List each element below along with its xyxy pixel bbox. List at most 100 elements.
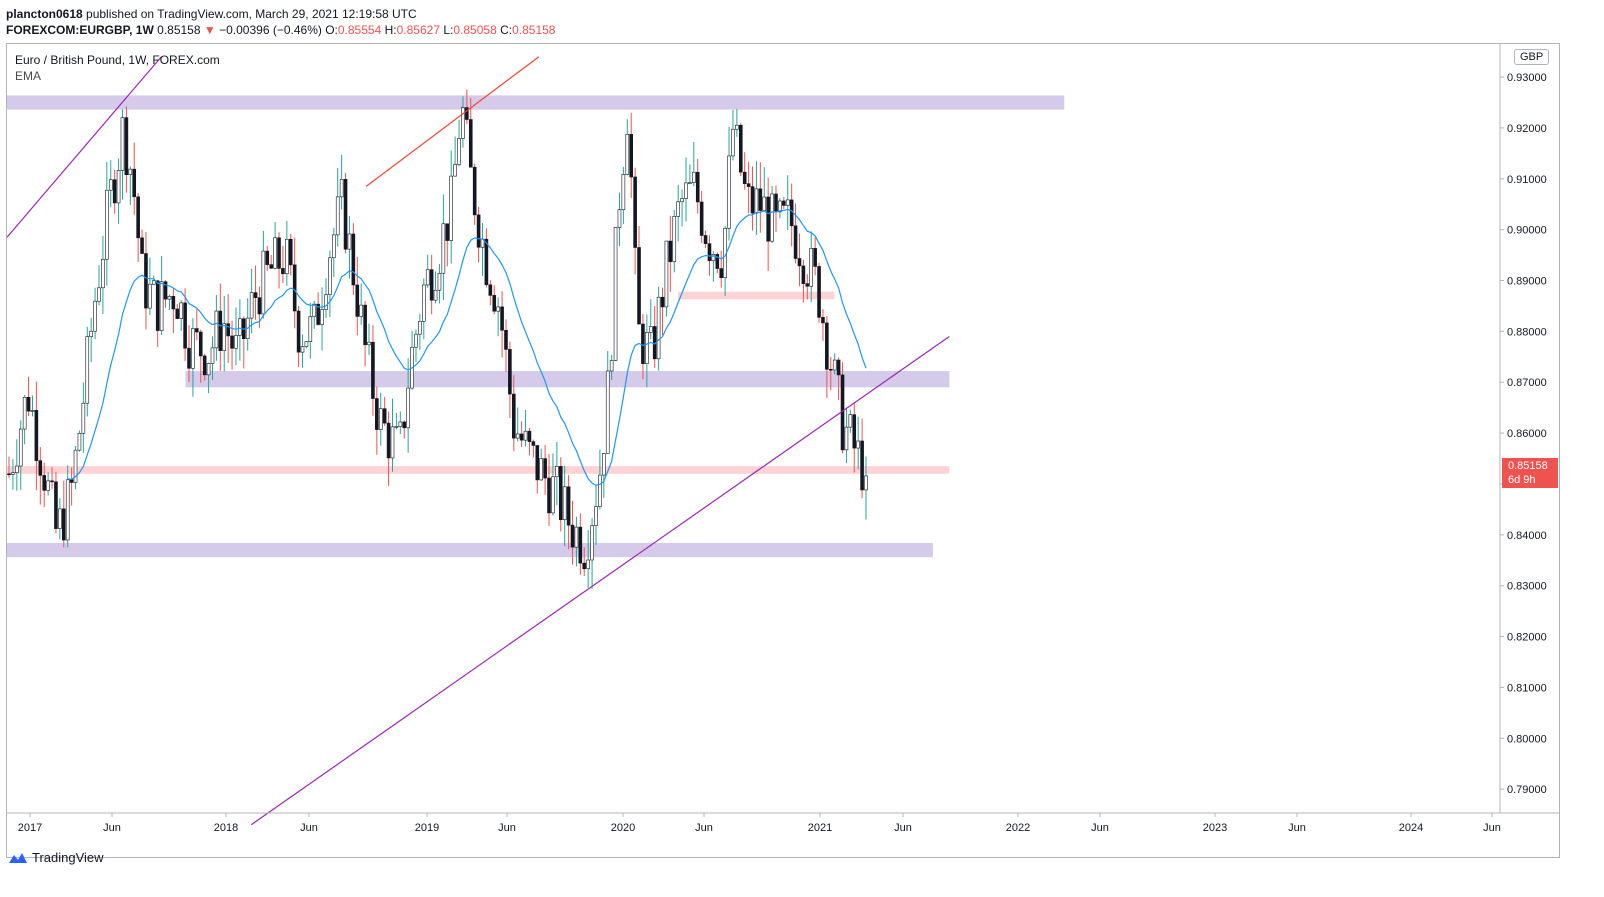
- candle-body: [375, 398, 379, 430]
- candle-body: [167, 296, 172, 300]
- candle-body: [406, 387, 410, 429]
- candle-body: [132, 168, 137, 198]
- candle-body: [590, 525, 594, 561]
- footer-brand[interactable]: TradingView: [8, 850, 104, 865]
- candle-body: [304, 341, 309, 347]
- candle-body: [296, 310, 301, 353]
- candle-body: [637, 247, 641, 325]
- candle-body: [386, 422, 391, 459]
- candle-body: [339, 179, 344, 198]
- candle-body: [566, 486, 571, 526]
- candle-body: [15, 465, 19, 473]
- candle-body: [425, 269, 430, 286]
- candle-body: [844, 426, 849, 451]
- username[interactable]: plancton0618: [6, 7, 83, 21]
- candle-body: [782, 200, 786, 206]
- candle-body: [343, 179, 348, 250]
- candle-body: [433, 289, 438, 301]
- candle-body: [163, 281, 168, 300]
- candle-body: [731, 128, 735, 157]
- candle-body: [331, 234, 336, 259]
- candle-body: [465, 107, 469, 120]
- candle-body: [198, 331, 203, 357]
- candle-body: [238, 318, 242, 336]
- chart-zones: [7, 95, 1065, 558]
- candle-body: [281, 268, 285, 275]
- y-tick-label: 0.92000: [1507, 123, 1547, 135]
- candle-body: [664, 240, 669, 308]
- candle-body: [363, 304, 367, 346]
- axes: 0.93000 0.92000 0.91000 0.90000 0.89000 0.880…: [7, 44, 1560, 834]
- legend-ema[interactable]: EMA: [15, 69, 42, 83]
- close-value: 0.85158: [512, 23, 556, 37]
- candle-body: [292, 264, 297, 312]
- currency-badge[interactable]: GBP: [1514, 49, 1550, 65]
- candle-body: [50, 480, 54, 483]
- candle-body: [355, 284, 360, 317]
- candle-body: [7, 473, 11, 476]
- candle-body: [457, 138, 461, 165]
- candle-body: [699, 201, 704, 236]
- candle-body: [128, 168, 133, 176]
- candle-body: [852, 414, 857, 449]
- candle-body: [351, 233, 356, 286]
- candle-body: [672, 216, 677, 263]
- candle-body: [34, 410, 39, 461]
- candle-body: [668, 240, 673, 263]
- candle-body: [488, 284, 493, 296]
- candle-body: [793, 225, 798, 259]
- candle-body: [750, 186, 755, 214]
- candle-body: [738, 124, 743, 173]
- x-tick-label: Jun: [1288, 822, 1306, 834]
- low-value: 0.85058: [453, 23, 497, 37]
- candle-body: [801, 265, 806, 284]
- candle-body: [324, 294, 328, 310]
- candle-body: [371, 341, 375, 399]
- candle-body: [504, 329, 508, 350]
- candle-body: [742, 171, 747, 184]
- legend-title[interactable]: Euro / British Pound, 1W, FOREX.com: [15, 53, 220, 67]
- candle-body: [253, 292, 258, 299]
- purple-trendline: [250, 335, 950, 826]
- candle-body: [367, 341, 371, 346]
- candle-body: [202, 355, 207, 376]
- purple-trendline: [6, 56, 162, 238]
- y-tick-label: 0.81000: [1507, 682, 1547, 694]
- candle-body: [61, 508, 66, 541]
- symbol: FOREXCOM:EURGBP, 1W: [6, 23, 154, 37]
- candle-body: [633, 176, 637, 248]
- candle-body: [746, 183, 751, 187]
- candle-body: [594, 506, 598, 526]
- candle-body: [449, 175, 453, 241]
- ema-series: [67, 208, 867, 486]
- candle-body: [613, 227, 618, 361]
- chart-frame: [6, 43, 1560, 858]
- x-tick-label: Jun: [1091, 822, 1109, 834]
- candle-body: [159, 281, 164, 331]
- y-tick-label: 0.80000: [1507, 733, 1547, 745]
- candle-body: [191, 328, 195, 369]
- candle-body: [18, 428, 23, 467]
- candle-body: [359, 304, 363, 317]
- y-tick-label: 0.83000: [1507, 581, 1547, 593]
- candle-body: [316, 303, 320, 325]
- x-tick-label: Jun: [498, 822, 516, 834]
- candle-body: [195, 328, 199, 333]
- candle-body: [265, 250, 270, 265]
- candle-body: [398, 421, 403, 427]
- candle-body: [805, 283, 810, 287]
- candle-body: [727, 155, 731, 229]
- last-price-tag: 0.85158 6d 9h: [1502, 458, 1558, 488]
- candle-body: [629, 134, 634, 178]
- candle-body: [832, 359, 837, 371]
- candle-body: [108, 179, 113, 191]
- candle-body: [312, 303, 317, 317]
- candle-body: [676, 201, 680, 217]
- candle-body: [735, 124, 739, 130]
- y-tick-label: 0.90000: [1507, 225, 1547, 237]
- candle-body: [222, 323, 227, 351]
- price-tag-value: 0.85158: [1508, 460, 1548, 472]
- candle-body: [656, 296, 661, 360]
- candle-body: [539, 458, 544, 481]
